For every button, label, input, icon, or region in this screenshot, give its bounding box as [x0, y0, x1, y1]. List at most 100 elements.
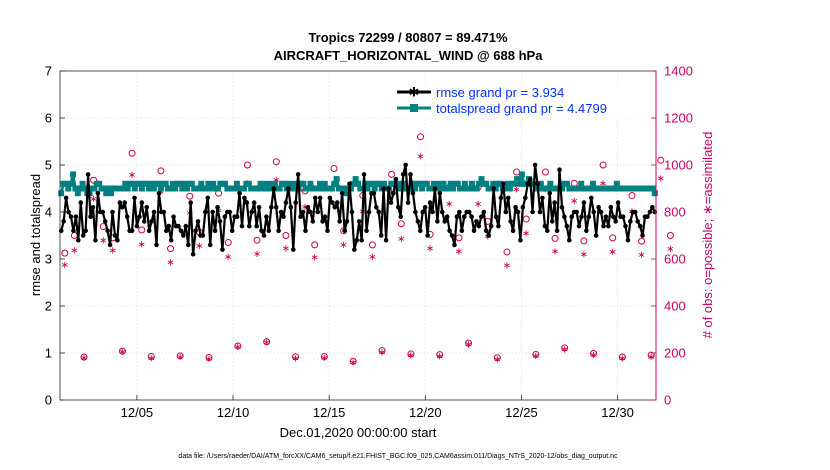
- spread-point: [331, 180, 338, 187]
- rmse-point: [425, 233, 430, 238]
- spread-point: [473, 185, 480, 192]
- left-tick-label: 5: [45, 158, 52, 173]
- spread-point: [483, 180, 490, 187]
- right-tick-label: 0: [664, 393, 671, 408]
- rmse-point: [513, 205, 518, 210]
- spread-point: [146, 185, 153, 192]
- rmse-point: [525, 181, 531, 187]
- obs-assimilated-marker: ∗: [176, 352, 184, 363]
- obs-possible-marker: [176, 352, 184, 360]
- rmse-point: [542, 223, 548, 229]
- obs-possible-marker: [282, 232, 290, 239]
- rmse-point: [354, 237, 360, 243]
- rmse-point: [481, 209, 487, 215]
- spread-point: [454, 180, 461, 187]
- obs-assimilated-marker: ∗: [426, 243, 434, 254]
- rmse-point: [119, 205, 125, 210]
- rmse-point: [129, 228, 135, 234]
- spread-point: [411, 185, 418, 192]
- data-file-footnote: data file: /Users/raeder/DAI/ATM_forcXX/…: [178, 453, 618, 460]
- spread-point: [241, 185, 248, 192]
- obs-assimilated-marker: ∗: [589, 350, 597, 361]
- rmse-point: [493, 214, 499, 219]
- rmse-point: [596, 205, 601, 210]
- rmse-point: [579, 214, 584, 219]
- x-axis-label: Dec.01,2020 00:00:00 start: [280, 425, 437, 440]
- rmse-point: [227, 209, 233, 215]
- rmse-point: [295, 172, 301, 177]
- rmse-point: [496, 223, 501, 229]
- obs-assimilated-marker: ∗: [291, 354, 299, 365]
- spread-point: [103, 190, 110, 197]
- rmse-point: [469, 214, 474, 219]
- rmse-point: [361, 172, 367, 177]
- rmse-point: [149, 219, 154, 224]
- rmse-point: [444, 214, 450, 219]
- obs-assimilated-marker: ∗: [657, 174, 665, 185]
- obs-assimilated-marker: ∗: [339, 240, 347, 251]
- obs-assimilated-marker: ∗: [416, 152, 424, 163]
- rmse-point: [625, 237, 631, 243]
- rmse-point: [310, 219, 316, 224]
- rmse-point: [112, 233, 118, 238]
- rmse-point: [93, 237, 98, 243]
- rmse-point: [339, 190, 345, 196]
- rmse-point: [645, 214, 650, 219]
- spread-point: [276, 185, 283, 192]
- legend: ✱ rmse grand pr = 3.934 totalspread gran…: [393, 84, 651, 118]
- spread-point: [131, 185, 138, 192]
- rmse-point: [432, 186, 438, 191]
- obs-possible-marker: [167, 245, 175, 253]
- rmse-point: [559, 205, 565, 210]
- rmse-point: [163, 228, 169, 234]
- rmse-point: [207, 242, 213, 248]
- spread-point: [150, 185, 157, 192]
- rmse-point: [266, 228, 272, 234]
- obs-assimilated-marker: ∗: [407, 351, 415, 362]
- x-tick-label: 12/15: [313, 405, 346, 420]
- obs-assimilated-marker: ∗: [397, 234, 405, 245]
- obs-assimilated-marker: ∗: [560, 344, 568, 355]
- spread-point: [497, 180, 504, 187]
- obs-assimilated-marker: ∗: [609, 247, 617, 258]
- rmse-point: [422, 205, 428, 210]
- obs-assimilated-marker: ∗: [311, 253, 319, 264]
- rmse-point: [66, 209, 71, 215]
- rmse-point: [552, 200, 557, 205]
- obs-assimilated-marker: ∗: [522, 229, 530, 240]
- obs-possible-marker: [186, 192, 194, 200]
- rmse-point: [479, 214, 484, 219]
- rmse-point: [562, 214, 567, 219]
- left-tick-label: 2: [45, 299, 52, 314]
- obs-assimilated-marker: ∗: [262, 338, 270, 349]
- spread-point: [478, 176, 485, 183]
- rmse-point: [259, 228, 264, 234]
- obs-assimilated-marker: ∗: [195, 241, 203, 252]
- rmse-point: [483, 228, 489, 234]
- right-tick-label: 400: [664, 299, 686, 314]
- rmse-point: [242, 195, 247, 201]
- rmse-point: [80, 233, 86, 238]
- rmse-point: [278, 209, 284, 215]
- rmse-point: [342, 228, 347, 234]
- rmse-point: [457, 209, 462, 215]
- rmse-point: [606, 223, 611, 229]
- spread-point: [369, 180, 376, 187]
- rmse-point: [183, 223, 189, 229]
- rmse-point: [491, 186, 496, 191]
- rmse-point: [376, 209, 382, 215]
- rmse-point: [166, 223, 171, 229]
- rmse-point: [264, 214, 269, 219]
- obs-assimilated-marker: ∗: [205, 354, 213, 365]
- rmse-point: [90, 205, 96, 210]
- rmse-point: [518, 237, 523, 243]
- spread-point: [435, 180, 442, 187]
- spread-point: [262, 180, 269, 187]
- rmse-point: [371, 190, 377, 196]
- spread-point: [300, 180, 307, 187]
- rmse-point: [334, 200, 340, 205]
- obs-possible-marker: [388, 170, 396, 178]
- chart-title-line1: Tropics 72299 / 80807 = 89.471%: [308, 30, 508, 45]
- rmse-point: [510, 228, 516, 234]
